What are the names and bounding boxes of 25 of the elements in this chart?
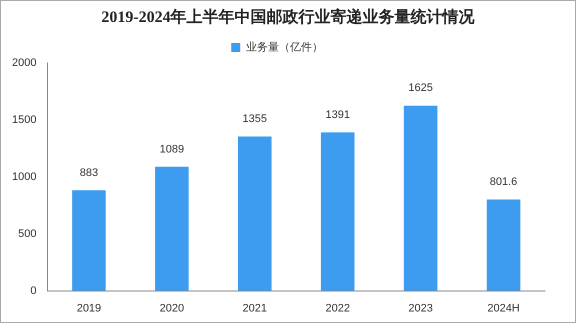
y-tick-label: 1500	[12, 114, 36, 126]
y-tick-label: 1000	[12, 170, 36, 183]
x-tick-label: 2024H	[487, 302, 520, 314]
bar	[404, 106, 438, 291]
data-label: 1355	[242, 112, 268, 125]
bar	[238, 136, 272, 291]
x-tick-label: 2021	[242, 302, 268, 314]
bar	[72, 190, 106, 291]
x-tick-label: 2019	[76, 302, 102, 314]
legend-label: 业务量（亿件）	[246, 40, 323, 54]
data-label: 1391	[325, 108, 350, 121]
y-tick-label: 0	[30, 284, 36, 297]
bar	[486, 200, 520, 291]
x-tick-label: 2022	[325, 302, 350, 314]
data-label: 1089	[160, 143, 184, 156]
bar	[155, 166, 189, 291]
data-label: 1625	[408, 82, 433, 94]
chart-title: 2019-2024年上半年中国邮政行业寄递业务量统计情况	[100, 7, 476, 28]
data-label: 883	[80, 166, 98, 179]
y-tick-label: 2000	[12, 57, 36, 70]
y-tick-label: 500	[18, 228, 36, 240]
x-tick-label: 2020	[160, 302, 184, 314]
bar	[320, 132, 354, 291]
data-label: 801.6	[490, 176, 518, 188]
x-tick-label: 2023	[408, 302, 433, 314]
